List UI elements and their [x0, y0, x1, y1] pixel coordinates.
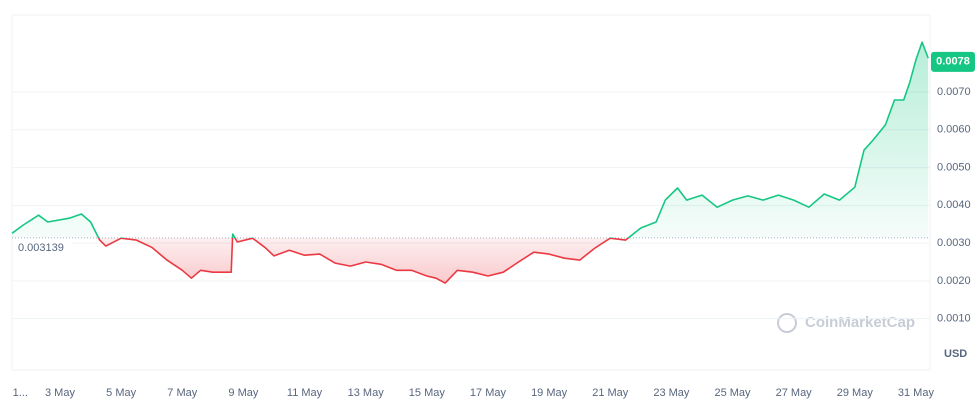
x-tick-label: 11 May: [287, 387, 323, 399]
y-tick-label: 0.0070: [937, 86, 971, 98]
y-tick-label: 0.0010: [937, 313, 971, 325]
x-tick-label: 9 May: [228, 387, 258, 399]
x-tick-label: 29 May: [837, 387, 874, 399]
x-tick-label: 17 May: [470, 387, 507, 399]
x-tick-label: 7 May: [167, 387, 197, 399]
current-price-tag: [931, 51, 975, 72]
x-tick-label: 3 May: [45, 387, 75, 399]
y-tick-label: 0.0030: [937, 237, 971, 249]
current-price-label: 0.0078: [936, 56, 970, 68]
y-tick-label: 0.0050: [937, 161, 971, 173]
y-tick-label: 0.0020: [937, 275, 971, 287]
watermark: CoinMarketCap: [805, 314, 915, 331]
x-tick-label: 21 May: [592, 387, 629, 399]
x-tick-label: 23 May: [653, 387, 690, 399]
plot-frame: [11, 14, 931, 371]
price-line: [11, 41, 929, 284]
price-area: [12, 42, 929, 284]
baseline-label: 0.003139: [18, 242, 64, 254]
x-tick-label: 1...: [13, 387, 28, 399]
watermark-logo: [777, 313, 797, 333]
currency-label: USD: [944, 348, 967, 360]
x-tick-label: 25 May: [714, 387, 751, 399]
x-tick-label: 27 May: [776, 387, 813, 399]
x-tick-label: 5 May: [106, 387, 136, 399]
y-tick-label: 0.0040: [937, 199, 971, 211]
x-tick-label: 15 May: [409, 387, 446, 399]
x-tick-label: 13 May: [348, 387, 385, 399]
x-tick-label: 19 May: [531, 387, 568, 399]
x-tick-label: 31 May: [898, 387, 935, 399]
y-tick-label: 0.0060: [937, 124, 971, 136]
baseline-label-bg: [14, 239, 72, 256]
